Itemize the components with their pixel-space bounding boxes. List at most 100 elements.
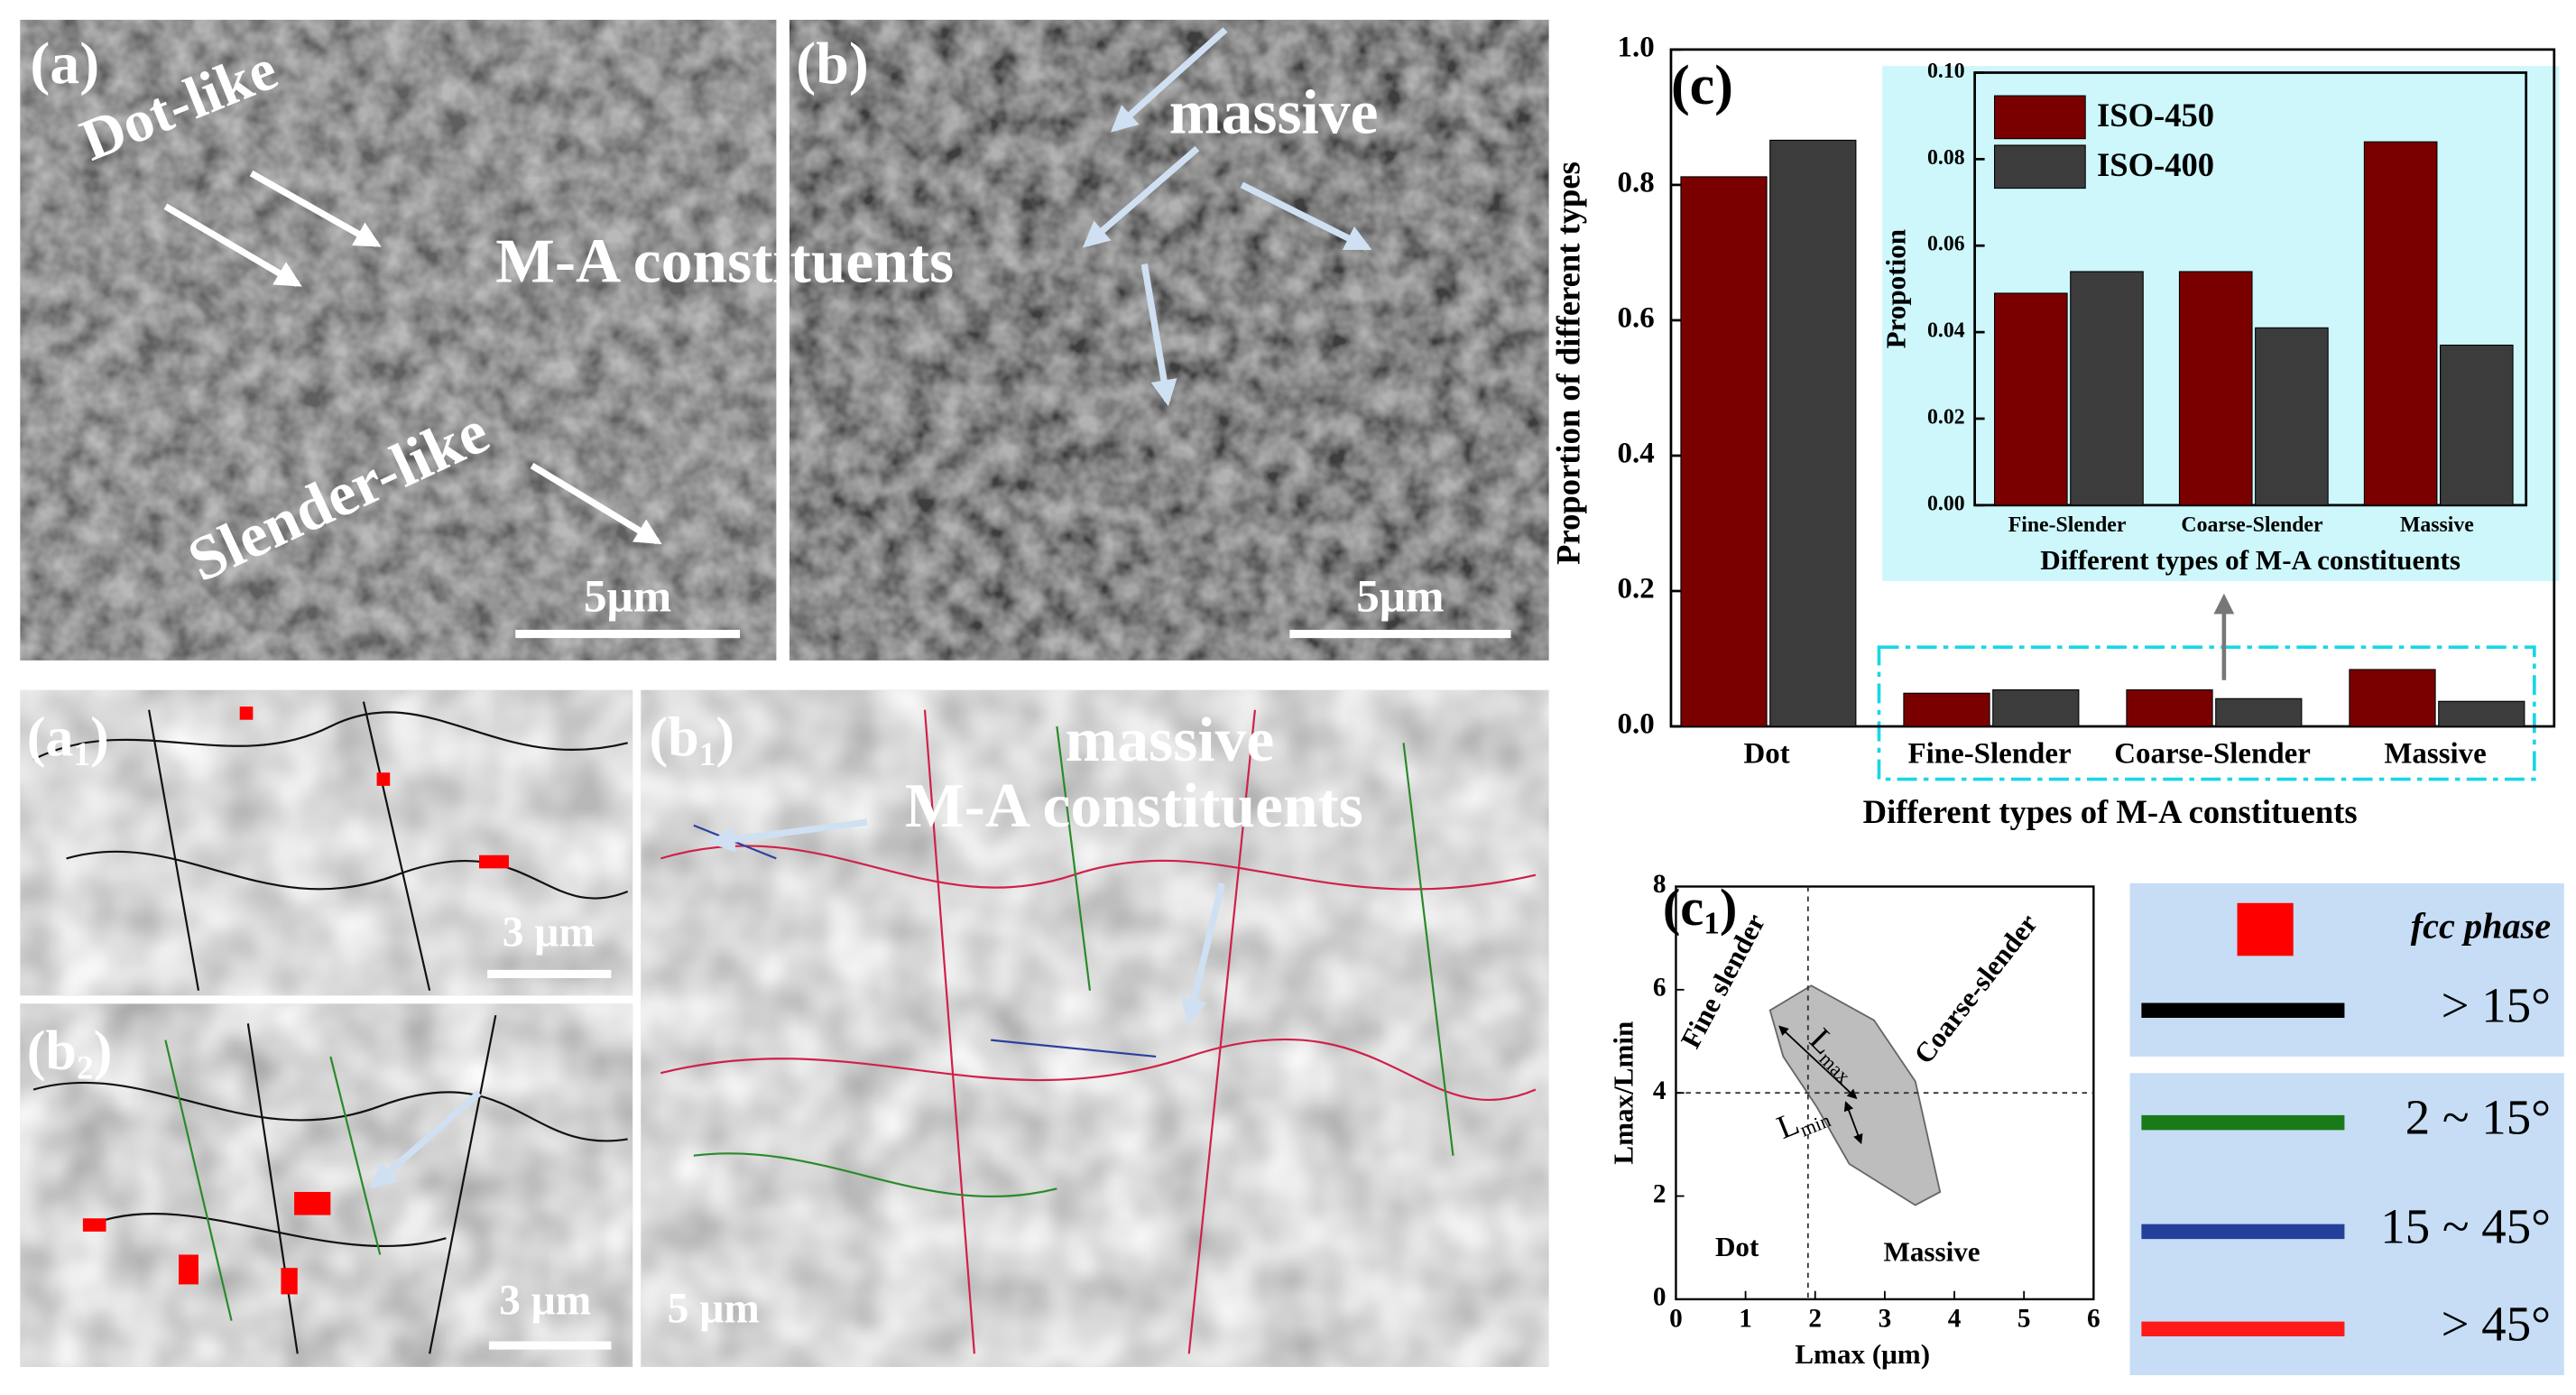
bar xyxy=(1680,176,1768,727)
panel-label: (b2) xyxy=(27,1021,113,1086)
x-tick-label: 2 xyxy=(1808,1304,1822,1333)
y-tick-label: 0.02 xyxy=(1927,405,1965,429)
y-tick-label: 0.4 xyxy=(1618,438,1655,470)
y-axis-title: Proportion of different types xyxy=(1550,162,1587,565)
bar xyxy=(2440,344,2514,506)
y-tick-label: 0 xyxy=(1653,1283,1667,1312)
y-tick-label: 0.2 xyxy=(1618,573,1655,605)
scale-bar-label: 5μm xyxy=(584,571,671,623)
sem-image-a xyxy=(20,19,777,661)
label-part: 1 xyxy=(74,735,91,772)
legend-label: fcc phase xyxy=(2411,905,2551,946)
arrows-light xyxy=(369,27,1372,1189)
bar xyxy=(2363,141,2438,506)
bar xyxy=(2178,271,2253,506)
panel-label: (b) xyxy=(796,31,869,97)
y-tick-label: 0.0 xyxy=(1618,708,1655,741)
legend-swatch xyxy=(1994,144,2086,189)
legend-label: 15 ~ 45° xyxy=(2380,1198,2551,1253)
region-label: Coarse-slender xyxy=(1907,908,2044,1070)
region-label: Dot xyxy=(1715,1231,1759,1262)
y-tick-label: 6 xyxy=(1653,974,1667,1002)
bar xyxy=(2255,327,2329,506)
label-part: (b xyxy=(649,707,698,769)
fcc-spots xyxy=(82,707,509,1295)
ebsd-image-b1 xyxy=(641,689,1549,1367)
x-tick-label: 5 xyxy=(2017,1304,2031,1333)
plot-frame xyxy=(1669,48,2556,728)
bar xyxy=(2215,698,2303,727)
x-axis-title: Different types of M-A constituents xyxy=(2040,544,2461,576)
x-tick-label: Fine-Slender xyxy=(2008,513,2127,537)
label-part: 1 xyxy=(699,735,716,772)
scale-bar-label: 5μm xyxy=(1356,571,1444,623)
label-part: (b xyxy=(27,1021,77,1082)
label-part: (a xyxy=(27,707,74,769)
x-tick-label: Massive xyxy=(2400,513,2474,537)
x-tick-label: Dot xyxy=(1743,738,1789,771)
x-tick-label: 4 xyxy=(1948,1304,1962,1333)
y-tick-label: 1.0 xyxy=(1618,31,1655,63)
y-tick-label: 0.00 xyxy=(1927,492,1965,515)
zoom-box xyxy=(1877,645,2536,781)
y-tick-label: 0.6 xyxy=(1618,302,1655,335)
legend-label: ISO-450 xyxy=(2097,97,2214,134)
panel-label: (c1) xyxy=(1663,878,1738,940)
scale-bar-label: 3 μm xyxy=(499,1277,591,1324)
x-tick-label: Coarse-Slender xyxy=(2114,738,2311,771)
y-tick-label: 0.8 xyxy=(1618,166,1655,199)
ebsd-image-a1 xyxy=(20,689,633,996)
label-part: 1 xyxy=(1703,905,1720,940)
x-tick-label: Massive xyxy=(2384,738,2486,771)
region-label: Massive xyxy=(1883,1236,1980,1268)
bar xyxy=(2126,688,2213,727)
panel-label: (b1) xyxy=(649,707,734,773)
annotation: massive xyxy=(1169,79,1379,148)
y-tick-label: 0.08 xyxy=(1927,146,1965,170)
sem-image-b xyxy=(789,19,1549,661)
y-tick-label: 2 xyxy=(1653,1179,1667,1208)
ebsd-image-b2 xyxy=(20,1003,633,1367)
label-part: (c xyxy=(1663,878,1703,937)
bar xyxy=(2438,700,2525,727)
annotation: M-A constituents xyxy=(905,771,1363,841)
label-part: ) xyxy=(1720,878,1738,937)
x-tick-label: Fine-Slender xyxy=(1908,738,2072,771)
x-axis-title: Lmax (μm) xyxy=(1795,1338,1930,1370)
y-axis-title: Propotion xyxy=(1880,229,1912,348)
y-tick-label: 0.04 xyxy=(1927,319,1965,343)
x-axis-title: Different types of M-A constituents xyxy=(1863,793,2358,830)
particle-shape xyxy=(1768,984,1942,1206)
arrows-a xyxy=(163,170,662,545)
annotation: M-A constituents xyxy=(495,226,954,296)
x-tick-label: 1 xyxy=(1739,1304,1752,1333)
annotation: massive xyxy=(1066,706,1275,775)
x-tick-label: Coarse-Slender xyxy=(2181,513,2323,537)
label-part: 2 xyxy=(77,1049,94,1086)
x-tick-label: 3 xyxy=(1879,1304,1892,1333)
y-axis-title: Lmax/Lmin xyxy=(1608,1021,1639,1165)
bar xyxy=(1769,139,1857,727)
y-tick-label: 0.06 xyxy=(1927,233,1965,256)
scale-bars xyxy=(487,629,1511,1350)
label-part: ) xyxy=(716,707,734,769)
particle-dimensions xyxy=(1778,1025,1863,1145)
bar xyxy=(1903,692,1990,727)
scale-bar-label: 5 μm xyxy=(668,1285,760,1332)
legend-label: ISO-400 xyxy=(2097,146,2214,183)
y-tick-label: 0.10 xyxy=(1927,60,1965,83)
bar xyxy=(1992,688,2080,727)
label-part: ) xyxy=(94,1021,113,1082)
panel-label: (a1) xyxy=(27,707,109,773)
legend-label: 2 ~ 15° xyxy=(2405,1090,2551,1145)
bar xyxy=(2349,669,2436,727)
legend-box-top xyxy=(2129,882,2564,1057)
micrographs xyxy=(20,19,1549,1367)
legend-marker xyxy=(2237,902,2294,956)
y-tick-label: 8 xyxy=(1653,870,1667,899)
grain-boundaries xyxy=(32,701,1537,1354)
panel-label: (c) xyxy=(1671,55,1733,116)
y-tick-label: 4 xyxy=(1653,1076,1667,1105)
legend-label: > 15° xyxy=(2442,977,2551,1032)
